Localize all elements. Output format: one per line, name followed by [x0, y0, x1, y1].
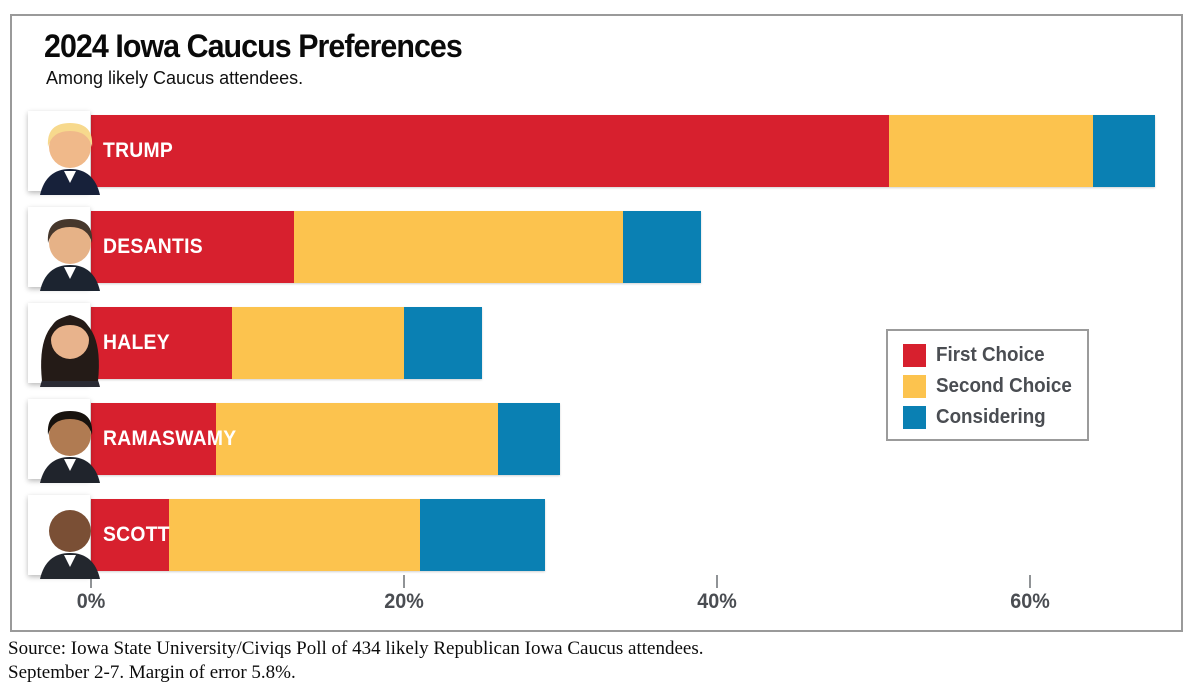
- candidate-name-label: HALEY: [103, 331, 170, 354]
- segment-considering: [403, 307, 483, 379]
- source-note: Source: Iowa State University/Civiqs Pol…: [8, 637, 703, 685]
- legend-item-second-choice: Second Choice: [903, 375, 1087, 398]
- legend-item-considering: Considering: [903, 406, 1087, 429]
- candidate-name-label: DESANTIS: [103, 235, 203, 258]
- legend-label: First Choice: [936, 344, 1045, 366]
- page-title: 2024 Iowa Caucus Preferences: [44, 28, 463, 64]
- second-choice-swatch: [903, 375, 926, 398]
- x-axis-tick-label: 40%: [697, 590, 737, 613]
- trump-photo: [28, 111, 100, 195]
- segment-considering: [419, 499, 545, 571]
- segment-second-choice: [231, 307, 404, 379]
- haley-photo: [28, 303, 100, 387]
- x-axis-tick: [90, 575, 92, 588]
- segment-considering: [497, 403, 561, 475]
- segment-considering: [623, 211, 702, 283]
- considering-swatch: [903, 406, 926, 429]
- desantis-photo: [28, 207, 100, 291]
- segment-second-choice: [294, 211, 624, 283]
- source-line-1: Source: Iowa State University/Civiqs Pol…: [8, 638, 704, 659]
- chart-subtitle: Among likely Caucus attendees.: [46, 68, 304, 88]
- candidate-name-label: RAMASWAMY: [103, 427, 237, 450]
- legend-label: Second Choice: [936, 375, 1072, 397]
- source-line-2: September 2-7. Margin of error 5.8%.: [8, 662, 296, 683]
- x-axis-tick-label: 0%: [76, 590, 106, 613]
- x-axis-tick: [716, 575, 718, 588]
- segment-first-choice: [91, 403, 217, 475]
- segment-first-choice: [91, 499, 170, 571]
- bar-ramaswamy: RAMASWAMY: [91, 403, 561, 475]
- segment-second-choice: [216, 403, 498, 475]
- x-axis-tick-label: 60%: [1010, 590, 1050, 613]
- ramaswamy-photo: [28, 399, 100, 483]
- x-axis-tick: [403, 575, 405, 588]
- first-choice-swatch: [903, 344, 926, 367]
- segment-first-choice: [91, 115, 890, 187]
- segment-first-choice: [91, 307, 232, 379]
- segment-second-choice: [169, 499, 420, 571]
- chart-frame: 2024 Iowa Caucus Preferences Among likel…: [10, 14, 1183, 632]
- x-axis-tick: [1029, 575, 1031, 588]
- segment-considering: [1092, 115, 1156, 187]
- candidate-name-label: SCOTT: [103, 523, 170, 546]
- legend-label: Considering: [936, 406, 1046, 428]
- candidate-name-label: TRUMP: [103, 139, 174, 162]
- bar-haley: HALEY: [91, 307, 483, 379]
- segment-first-choice: [91, 211, 295, 283]
- bar-trump: TRUMP: [91, 115, 1156, 187]
- x-axis-tick-label: 20%: [384, 590, 424, 613]
- legend-item-first-choice: First Choice: [903, 344, 1087, 367]
- legend: First Choice Second Choice Considering: [886, 329, 1089, 441]
- bar-desantis: DESANTIS: [91, 211, 702, 283]
- scott-photo: [28, 495, 100, 579]
- bar-scott: SCOTT: [91, 499, 545, 571]
- segment-second-choice: [889, 115, 1093, 187]
